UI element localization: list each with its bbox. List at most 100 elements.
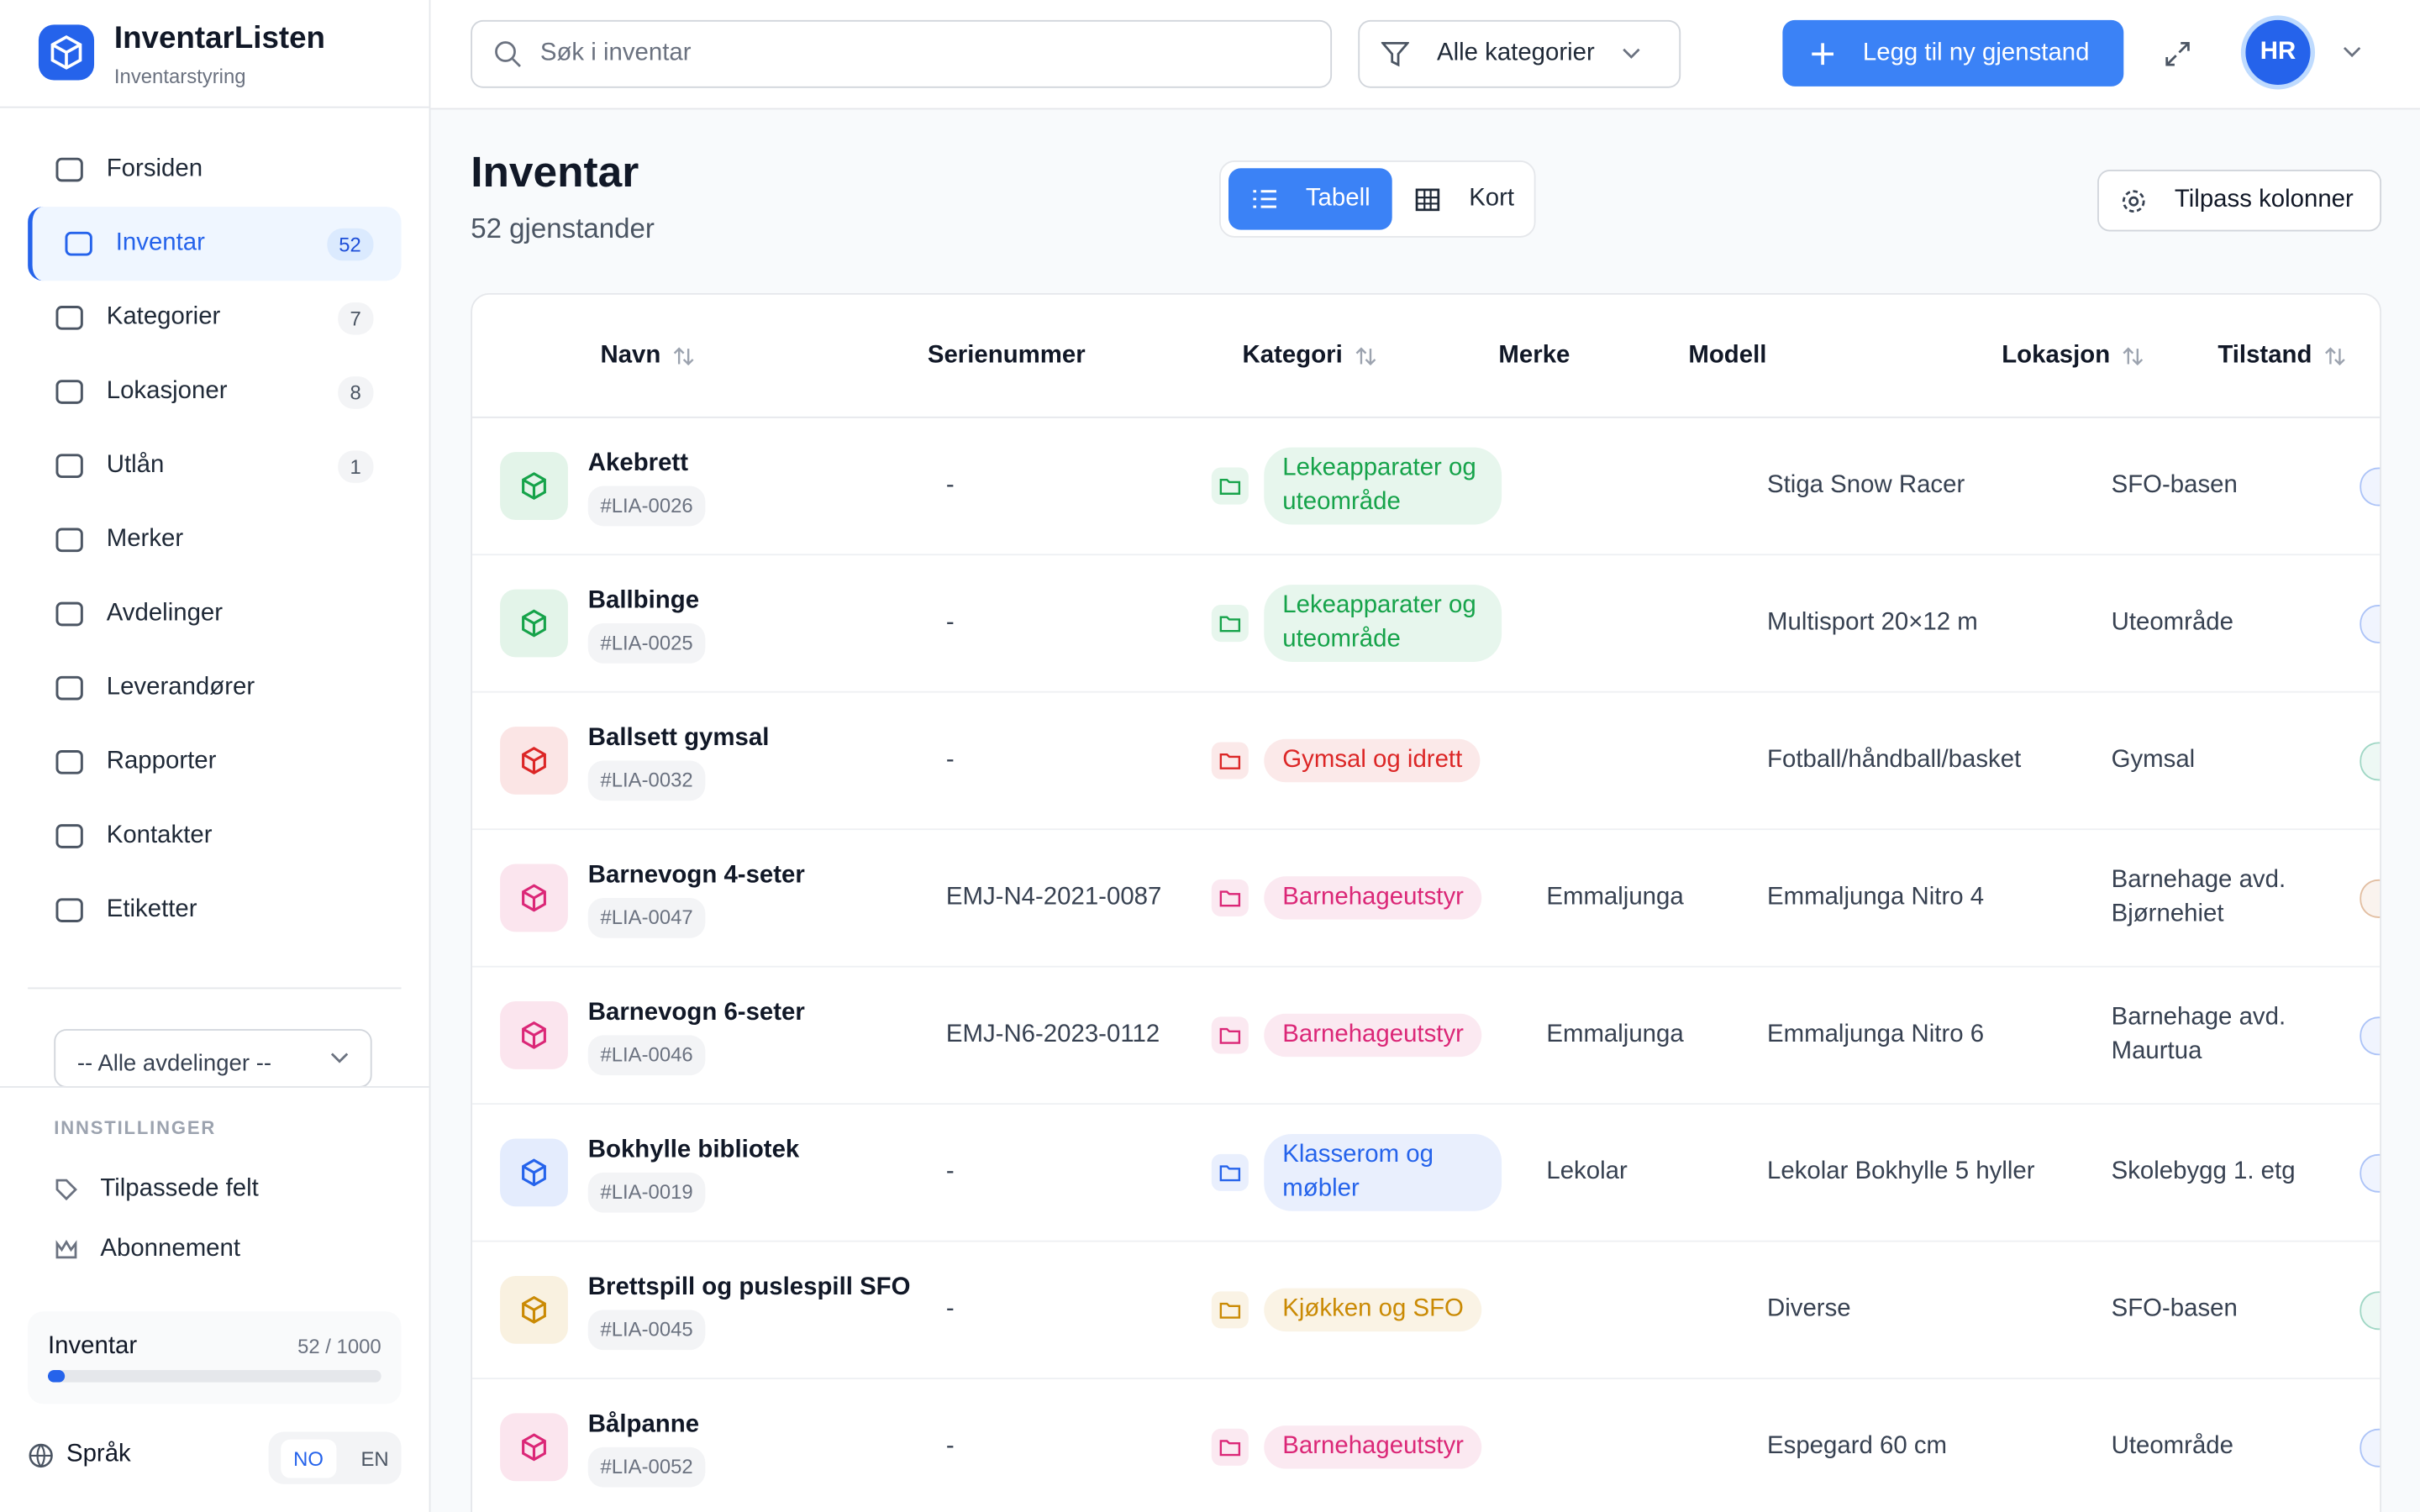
settings-item[interactable]: Abonnement [54, 1236, 240, 1263]
category: Barnehageutstyr [1211, 1425, 1547, 1469]
condition-badge: Utmerket [2360, 1290, 2381, 1330]
usage-text: 52 / 1000 [297, 1334, 381, 1358]
item-id: #LIA-0026 [587, 485, 706, 526]
serial: - [945, 472, 955, 499]
nav-item[interactable]: Utlån 1 [28, 429, 401, 503]
nav-label: Kategorier [106, 303, 221, 331]
table-row[interactable]: Akebrett #LIA-0026 - Lekeapparater og uteom… [472, 418, 2381, 556]
table-row[interactable]: Ballbinge #LIA-0025 - Lekeapparater og uteo… [472, 555, 2381, 693]
icon [55, 601, 83, 627]
name-cell: Brettspill og puslespill SFO #LIA-0045 [587, 1271, 946, 1350]
brand: Emmaljunga [1546, 1021, 1684, 1048]
category-pill: Barnehageutstyr [1264, 876, 1482, 920]
table-row[interactable]: Barnevogn 4-seter #LIA-0047 EMJ-N4-2021-00… [472, 830, 2381, 968]
name-cell: Ballbinge #LIA-0025 [587, 584, 946, 663]
column-label: Navn [600, 341, 661, 369]
icon-cell [472, 452, 588, 520]
icon [55, 750, 83, 774]
item-icon [500, 727, 568, 795]
icon [1219, 890, 1241, 907]
icon-cell [472, 1275, 588, 1344]
add-item-button[interactable]: Legg til ny gjenstand [1782, 19, 2124, 87]
page-title: Inventar [471, 148, 639, 197]
column-header[interactable]: Navn [588, 342, 915, 370]
usage-track [47, 1369, 381, 1383]
category-filter[interactable]: Alle kategorier [1358, 19, 1681, 88]
avatar[interactable]: HR [2245, 19, 2311, 86]
settings-item[interactable]: Tilpassede felt [54, 1176, 259, 1204]
nav-item[interactable]: Merker [28, 503, 401, 577]
nav-item[interactable]: Leverandører [28, 651, 401, 725]
search-input[interactable]: Søk i inventar [471, 19, 1333, 88]
nav-item[interactable]: Lokasjoner 8 [28, 354, 401, 428]
nav-item[interactable]: Kategorier 7 [28, 281, 401, 354]
column-label: Kategori [1242, 341, 1343, 369]
column-header[interactable]: Kategori [1150, 342, 1485, 370]
language-option[interactable]: EN [360, 1446, 389, 1470]
nav-label: Forsiden [106, 155, 203, 182]
usage-card: Inventar 52 / 1000 [28, 1311, 402, 1404]
brand-subtitle: Inventarstyring [113, 65, 246, 88]
inventory-table: Navn Serienummer Kategori Merke Modell Lokasj… [471, 292, 2382, 1512]
settings-heading: INNSTILLINGER [54, 1116, 217, 1139]
condition-cell: Bra [2360, 1152, 2381, 1192]
location: Uteområde [2111, 1433, 2233, 1460]
condition-badge: Akseptabel [2360, 879, 2381, 917]
nav-label: Kontakter [106, 822, 213, 849]
logo [38, 24, 95, 81]
icon [522, 1158, 546, 1187]
item-icon [500, 1275, 568, 1344]
column-label: Tilstand [2217, 341, 2312, 369]
table-row[interactable]: Barnevogn 6-seter #LIA-0046 EMJ-N6-2023-01… [472, 968, 2381, 1105]
table-row[interactable]: Ballsett gymsal #LIA-0032 - Gymsal og idret… [472, 693, 2381, 831]
column-header[interactable]: Lokasjon [1988, 342, 2206, 370]
item-icon [500, 1413, 568, 1482]
nav-label: Lokasjoner [106, 377, 228, 405]
serial: - [945, 1158, 955, 1185]
item-icon [500, 589, 568, 658]
nav-item[interactable]: Etiketter [28, 874, 401, 948]
nav-item[interactable]: Rapporter [28, 725, 401, 799]
category-cell: Lekeapparater og uteområde [1211, 447, 1547, 525]
add-item-label: Legg til ny gjenstand [1862, 39, 2090, 66]
department-select[interactable]: -- Alle avdelinger -- [54, 1029, 372, 1088]
fullscreen-button[interactable] [2164, 40, 2191, 68]
usage-label: Inventar [47, 1332, 138, 1360]
column-header[interactable]: Tilstand [2206, 342, 2381, 370]
language: Språk [28, 1441, 131, 1468]
divider [0, 106, 429, 108]
model: Lekolar Bokhylle 5 hyller [1767, 1158, 2035, 1185]
nav-item[interactable]: Kontakter [28, 799, 401, 873]
category: Klasserom og møbler [1211, 1133, 1547, 1211]
view-button[interactable]: Kort [1392, 168, 1535, 229]
item-name: Bålpanne [587, 1410, 700, 1437]
nav-label: Utlån [106, 452, 165, 479]
category-cell: Gymsal og idrett [1211, 738, 1547, 783]
nav-item[interactable]: Avdelinger [28, 577, 401, 651]
nav-item[interactable]: Forsiden [28, 133, 401, 207]
nav-item[interactable]: Inventar 52 [28, 207, 402, 281]
view-button[interactable]: Tabell [1228, 168, 1392, 230]
item-name: Akebrett [587, 449, 688, 476]
user-menu[interactable] [2343, 46, 2361, 59]
column-label: Serienummer [927, 341, 1086, 369]
settings-item-label: Tilpassede felt [100, 1175, 259, 1202]
table-row[interactable]: Bokhylle bibliotek #LIA-0019 - Klasserom og… [472, 1105, 2381, 1242]
customize-columns[interactable]: Tilpass kolonner [2097, 170, 2382, 232]
language-label: Språk [66, 1441, 131, 1467]
category-icon [1211, 1153, 1249, 1191]
item-id: #LIA-0052 [587, 1446, 706, 1487]
item-count: 52 gjenstander [471, 213, 655, 244]
category: Barnehageutstyr [1211, 1013, 1547, 1058]
table-row[interactable]: Brettspill og puslespill SFO #LIA-0045 - Kj… [472, 1242, 2381, 1380]
category-cell: Kjøkken og SFO [1211, 1288, 1547, 1332]
table-row[interactable]: Bålpanne #LIA-0052 - Barnehageutstyr Espegar… [472, 1379, 2381, 1512]
item-icon [500, 1001, 568, 1069]
nav-badge: 7 [337, 302, 374, 334]
item-name: Brettspill og puslespill SFO [587, 1273, 911, 1300]
condition-cell: Bra [2360, 466, 2381, 506]
language-option[interactable]: NO [281, 1438, 336, 1478]
location: Barnehage avd. Maurtua [2111, 1004, 2286, 1065]
column-header: Merke [1485, 342, 1675, 370]
icon [1219, 753, 1241, 769]
